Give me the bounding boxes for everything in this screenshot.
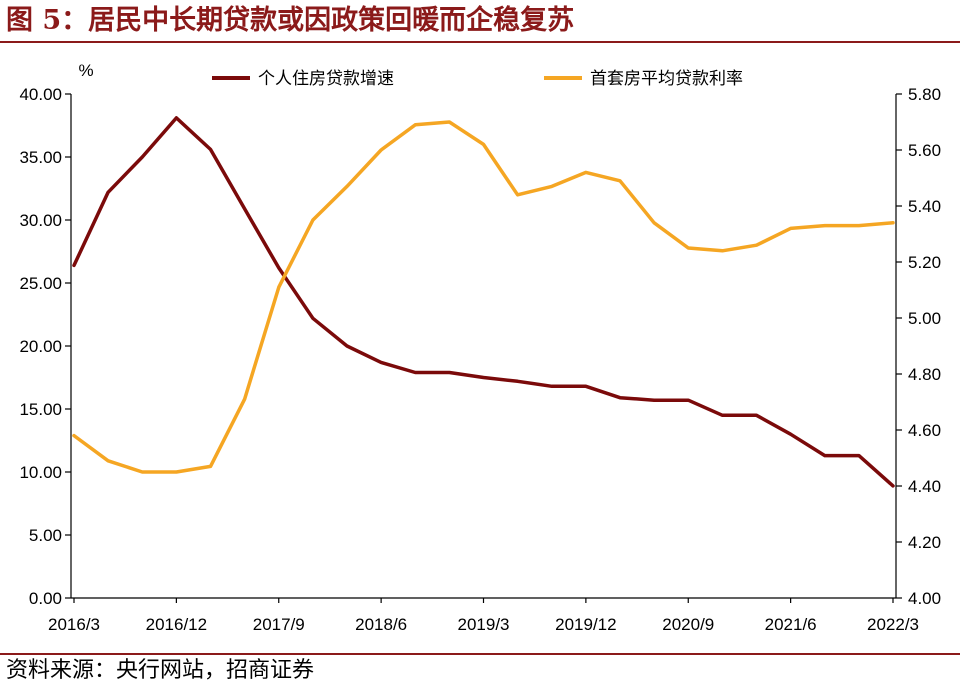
title-divider (0, 41, 960, 43)
y-left-tick-label: 20.00 (19, 337, 62, 356)
legend-label: 个人住房贷款增速 (258, 69, 394, 89)
y-right-tick-label: 4.80 (908, 365, 941, 384)
x-tick-label: 2022/3 (867, 615, 919, 634)
y-left-tick-label: 35.00 (19, 148, 62, 167)
y-left-tick-label: 5.00 (29, 526, 62, 545)
y-left-tick-label: 30.00 (19, 211, 62, 230)
y-left-tick-label: 40.00 (19, 85, 62, 104)
x-tick-label: 2020/9 (662, 615, 714, 634)
y-right-tick-label: 5.40 (908, 197, 941, 216)
y-right-tick-label: 5.00 (908, 309, 941, 328)
y-right-tick-label: 5.20 (908, 253, 941, 272)
y-left-tick-label: 10.00 (19, 463, 62, 482)
y-unit-label: % (78, 61, 93, 80)
y-left-tick-label: 15.00 (19, 400, 62, 419)
series-layer (72, 116, 895, 488)
y-right-tick-label: 5.60 (908, 141, 941, 160)
x-tick-label: 2019/3 (458, 615, 510, 634)
y-right-tick-label: 4.20 (908, 533, 941, 552)
chart-axes: 0.00 5.00 10.00 15.00 20.00 25.00 30.00 35.00 40… (19, 85, 941, 634)
x-tick-label: 2016/3 (48, 615, 100, 634)
source-divider (0, 653, 960, 655)
y-right-tick-label: 4.60 (908, 421, 941, 440)
y-right-tick-label: 4.40 (908, 477, 941, 496)
y-right-tick-label: 5.80 (908, 85, 941, 104)
chart-title: 图 5：居民中长期贷款或因政策回暖而企稳复苏 (6, 5, 575, 36)
x-tick-label: 2016/12 (146, 615, 207, 634)
y-right-tick-label: 4.00 (908, 589, 941, 608)
series-line-housing-loan-growth (72, 116, 895, 488)
y-left-tick-label: 0.00 (29, 589, 62, 608)
x-tick-label: 2021/6 (765, 615, 817, 634)
legend: 个人住房贷款增速 首套房平均贷款利率 (212, 69, 743, 89)
x-tick-label: 2019/12 (555, 615, 616, 634)
y-left-tick-label: 25.00 (19, 274, 62, 293)
legend-label: 首套房平均贷款利率 (590, 69, 743, 89)
x-tick-label: 2018/6 (355, 615, 407, 634)
x-tick-label: 2017/9 (253, 615, 305, 634)
source-note: 资料来源：央行网站，招商证券 (6, 658, 315, 683)
series-line-first-home-rate (72, 120, 895, 474)
